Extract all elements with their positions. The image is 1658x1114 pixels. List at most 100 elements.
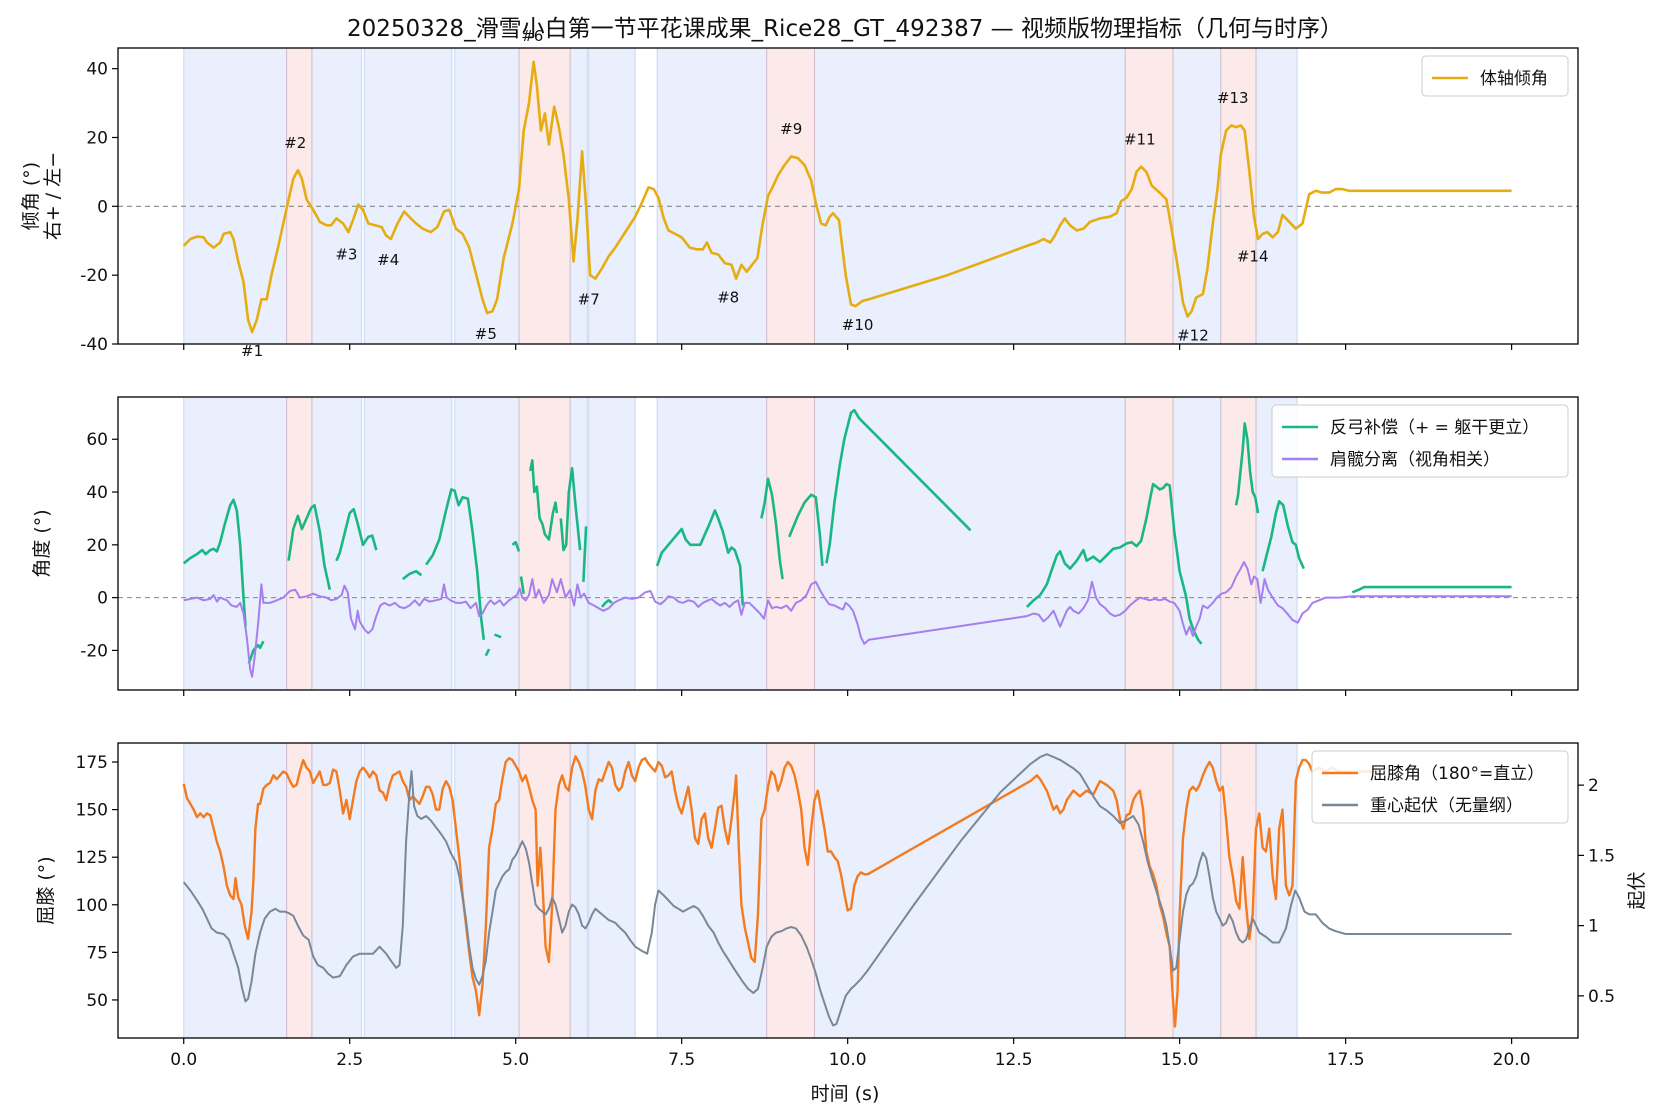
counter-bend-series-line: [287, 503, 332, 590]
phase-band-blue: [454, 47, 520, 345]
counter-bend-series-line: [559, 467, 582, 552]
y-axis-label: 倾角 (°)右+ / 左−: [20, 152, 64, 240]
phase-band-blue: [183, 47, 288, 345]
y-tick-label: 1.5: [1588, 846, 1615, 866]
x-tick-label: 10.0: [829, 1050, 867, 1070]
event-marker-label: #3: [335, 246, 357, 264]
legend: 反弓补偿（+ = 躯干更立） 肩髋分离（视角相关）: [1271, 404, 1569, 478]
counter-bend-series-line: [1234, 422, 1260, 514]
phase-band-red: [518, 742, 571, 1039]
y-tick-label: 20: [86, 536, 108, 556]
y-tick-label: 1: [1588, 917, 1599, 937]
counter-bend-series-line: [825, 408, 972, 564]
counter-bend-series-line: [1351, 585, 1512, 594]
phase-band-red: [1220, 47, 1257, 345]
phase-band-red: [1220, 396, 1257, 691]
phase-band-blue: [311, 396, 363, 691]
y-axis-label: 屈膝 (°): [35, 856, 57, 924]
phase-band-blue: [363, 742, 453, 1039]
event-marker-label: #9: [780, 120, 802, 138]
phase-band-blue: [813, 742, 1126, 1039]
com-undulation-series-line: [182, 753, 1512, 1027]
legend-frame: [1271, 404, 1569, 478]
phase-bands: [183, 47, 1298, 345]
phase-band-blue: [1172, 47, 1222, 345]
phase-band-red: [518, 396, 571, 691]
event-marker-label: #2: [284, 134, 306, 152]
x-tick-label: 5.0: [502, 1050, 529, 1070]
phase-band-red: [286, 742, 313, 1039]
event-marker-label: #14: [1237, 247, 1269, 265]
y-axis-label-line: 右+ / 左−: [42, 152, 64, 240]
x-tick-label: 7.5: [668, 1050, 695, 1070]
y-tick-label: -20: [80, 641, 108, 661]
y-tick-label: 125: [76, 848, 108, 868]
phase-band-blue: [183, 396, 288, 691]
legend-entry: 重心起伏（无量纲）: [1370, 796, 1523, 816]
x-tick-label: 17.5: [1327, 1050, 1365, 1070]
y-tick-label: -40: [80, 335, 108, 355]
y-tick-label: 100: [76, 896, 108, 916]
legend: 屈膝角（180°=直立） 重心起伏（无量纲）: [1311, 750, 1569, 824]
phase-band-blue: [656, 396, 768, 691]
phase-band-blue: [1255, 47, 1298, 345]
phase-band-blue: [588, 47, 636, 345]
y-tick-label: -20: [80, 266, 108, 286]
counter-bend-series-line: [182, 498, 247, 627]
knee-angle-series-line: [182, 755, 1379, 1028]
y-tick-label: 60: [86, 430, 108, 450]
shoulder-hip-separation-line: [183, 561, 1512, 678]
event-marker-label: #1: [241, 342, 263, 360]
counter-bend-series-line: [335, 507, 378, 562]
x-axis-label: 时间 (s): [811, 1083, 880, 1105]
phase-band-blue: [813, 396, 1126, 691]
legend-frame: [1311, 750, 1569, 824]
event-marker-label: #11: [1124, 130, 1156, 148]
x-tick-label: 20.0: [1493, 1050, 1531, 1070]
phase-band-red: [766, 47, 815, 345]
counter-bend-series-line: [600, 599, 613, 608]
phase-band-blue: [588, 396, 636, 691]
phase-band-blue: [454, 396, 520, 691]
counter-bend-series-line: [511, 540, 521, 552]
counter-bend-series-line: [529, 459, 559, 541]
y-tick-label: 150: [76, 801, 108, 821]
legend: 体轴倾角: [1421, 55, 1569, 97]
counter-bend-series-line: [484, 648, 491, 657]
x-tick-label: 2.5: [336, 1050, 363, 1070]
panel-angles: -20 0 20 40 60 角度 (°) 反弓补偿（+ = 躯干更立） 肩髋分离（视角相关）: [31, 396, 1579, 696]
phase-band-red: [1220, 742, 1257, 1039]
counter-bend-series-line: [494, 633, 502, 639]
event-marker-label: #6: [521, 27, 543, 45]
counter-bend-series-line: [760, 477, 784, 580]
phase-band-red: [518, 47, 571, 345]
legend-entry: 肩髋分离（视角相关）: [1330, 450, 1500, 470]
y-tick-label: 20: [86, 128, 108, 148]
tilt-series-line: [182, 60, 1512, 334]
y-tick-label: 40: [86, 483, 108, 503]
phase-band-blue: [311, 47, 363, 345]
event-marker-label: #4: [377, 251, 399, 269]
phase-band-red: [766, 742, 815, 1039]
phase-band-red: [286, 47, 313, 345]
counter-bend-series-line: [402, 569, 423, 581]
phase-band-blue: [813, 47, 1126, 345]
y-axis-label: 起伏: [1626, 871, 1648, 909]
phase-band-blue: [1172, 396, 1222, 691]
y-tick-label: 40: [86, 60, 108, 80]
x-tick-label: 15.0: [1161, 1050, 1199, 1070]
phase-band-red: [766, 396, 815, 691]
panel-tilt: #1 #2 #3 #4 #5 #6 #7 #8 #9 #10 #11 #12 #13 #14 -40 -20 0…: [20, 27, 1579, 360]
figure-title: 20250328_滑雪小白第一节平花课成果_Rice28_GT_492387 —…: [347, 16, 1343, 42]
event-marker-label: #12: [1177, 327, 1209, 345]
y-tick-label: 0: [97, 197, 108, 217]
event-marker-label: #8: [717, 289, 739, 307]
counter-bend-series-line: [247, 640, 265, 665]
counter-bend-series-line: [655, 509, 745, 606]
phase-band-blue: [588, 742, 636, 1039]
event-marker-label: #13: [1217, 89, 1249, 107]
counter-bend-series-line: [1025, 482, 1203, 645]
x-tick-label: 12.5: [995, 1050, 1033, 1070]
